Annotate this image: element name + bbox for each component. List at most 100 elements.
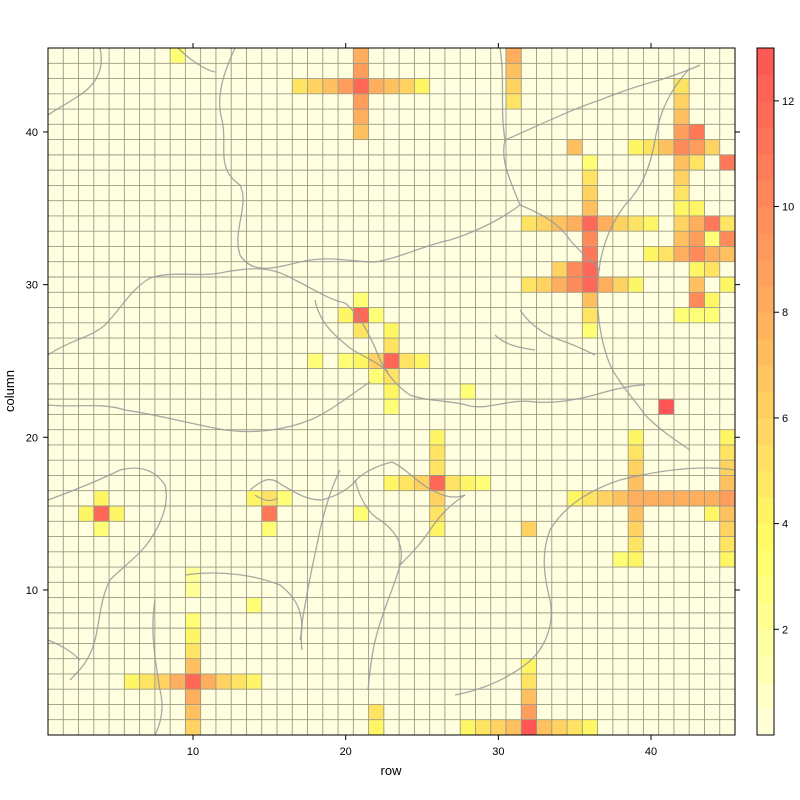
heatmap-cell — [704, 261, 720, 277]
heatmap-cell — [643, 490, 659, 506]
plot-frame — [47, 47, 736, 736]
colorbar-segment — [757, 708, 774, 736]
heatmap-cell — [383, 78, 400, 94]
heatmap-cell — [521, 673, 537, 690]
heatmap-cell — [185, 673, 201, 690]
heatmap-cell — [689, 154, 705, 171]
colorbar-frame — [756, 47, 775, 736]
coastline — [152, 599, 163, 735]
coastline — [48, 639, 81, 661]
heatmap-cell — [399, 78, 415, 94]
map-outline — [48, 48, 735, 735]
heatmap-cell — [643, 215, 659, 232]
colorbar-segment — [757, 153, 774, 181]
colorbar-segment — [757, 74, 774, 102]
heatmap-cell — [185, 719, 201, 735]
heatmap-cell — [689, 490, 705, 506]
heatmap-cell — [383, 322, 400, 339]
colorbar-segment — [757, 365, 774, 392]
heatmap-cell — [689, 292, 705, 308]
heatmap-cell — [200, 673, 216, 690]
heatmap-cell — [673, 200, 690, 216]
heatmap-cell — [506, 33, 521, 48]
heatmap-cell — [353, 124, 369, 140]
heatmap-cell — [368, 704, 384, 720]
colorbar-segment — [757, 100, 774, 128]
heatmap-cell — [628, 551, 644, 568]
boundary-line — [177, 48, 216, 73]
heatmap-cell — [551, 215, 568, 232]
colorbar-tick-label: 6 — [782, 413, 788, 425]
heatmap-cell — [521, 521, 537, 537]
colorbar-tick-label: 8 — [782, 307, 788, 319]
colorbar-segment — [757, 206, 774, 234]
coastline — [596, 67, 691, 451]
heatmap-cell — [582, 292, 598, 308]
colorbar-segment — [757, 576, 774, 604]
heatmap-cell — [506, 93, 522, 110]
heatmap-cell — [185, 658, 201, 674]
heatmap-cell — [246, 673, 262, 690]
heatmap-cell — [704, 215, 720, 232]
coastline — [254, 494, 279, 502]
heatmap-cell — [628, 215, 644, 232]
heatmap-cell — [185, 628, 201, 644]
heatmap-cell — [261, 521, 277, 537]
heatmap-cell — [338, 307, 354, 323]
heatmap-cell — [673, 93, 690, 110]
heatmap-cell — [338, 353, 354, 369]
heatmap-cell — [567, 261, 583, 277]
heatmap-cell — [429, 521, 445, 537]
heatmap-cell — [246, 597, 262, 613]
heatmap-cell — [506, 78, 522, 94]
heatmap-cell — [689, 261, 705, 277]
colorbar-segment — [757, 259, 774, 287]
heatmap-cell — [689, 124, 705, 140]
heatmap-cell — [597, 490, 613, 506]
heatmap-cell — [628, 536, 644, 552]
boundary-line — [219, 48, 521, 269]
heatmap-cell — [582, 307, 598, 323]
colorbar-segment — [757, 602, 774, 630]
heatmap-cell — [383, 338, 400, 354]
heatmap-cell — [628, 460, 644, 476]
heatmap-cell — [368, 719, 384, 735]
heatmap-cell — [292, 78, 308, 94]
colorbar-segment — [757, 127, 774, 155]
heatmap-cell — [185, 689, 201, 705]
colorbar-tick-label: 12 — [782, 96, 794, 108]
heatmap-cell — [704, 292, 720, 308]
colorbar-segment — [757, 338, 774, 366]
heatmap-cell — [368, 368, 384, 384]
x-axis-title: row — [381, 763, 403, 778]
boundary-line — [48, 48, 102, 116]
heatmap-cell — [277, 490, 293, 506]
heatmap-cell — [689, 215, 705, 232]
heatmap-cell — [521, 215, 537, 232]
heatmap-cell — [704, 246, 720, 262]
heatmap-cell — [353, 93, 369, 110]
y-tick-label: 40 — [26, 127, 38, 139]
heatmap-cell — [612, 215, 629, 232]
heatmap-cell — [231, 673, 247, 690]
heatmap-cell — [719, 460, 735, 476]
heatmap-cell — [506, 48, 522, 64]
coastline — [391, 461, 466, 498]
heatmap-cell — [628, 139, 644, 155]
heatmap-cell — [719, 429, 735, 445]
heatmap-cell — [689, 246, 705, 262]
heatmap-cell — [673, 246, 690, 262]
heatmap-cell — [628, 277, 644, 293]
heatmap-cell — [429, 475, 445, 491]
heatmap-cell — [704, 139, 720, 155]
coastline — [354, 479, 402, 691]
y-axis-title: column — [2, 370, 17, 412]
heatmap-cells — [78, 33, 735, 735]
heatmap-cell — [673, 109, 690, 125]
heatmap-cell — [628, 429, 644, 445]
coastline — [184, 572, 303, 641]
y-tick-label: 30 — [26, 280, 38, 292]
heatmap-cell — [582, 231, 598, 247]
heatmap-cell — [383, 353, 400, 369]
heatmap-cell — [689, 231, 705, 247]
